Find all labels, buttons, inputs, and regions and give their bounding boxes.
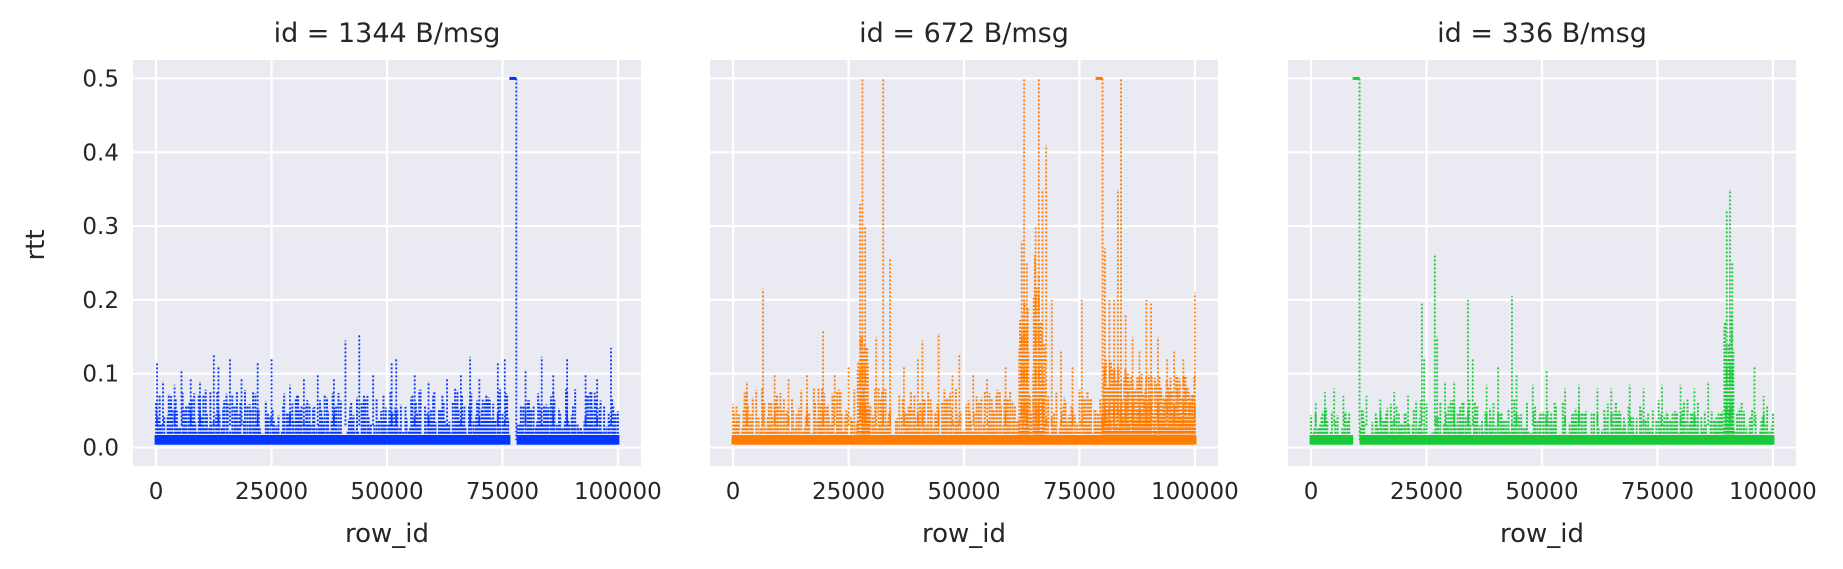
x-tick-label: 0 bbox=[149, 479, 164, 505]
panel-1: id = 1344 B/msg 0 25000 50000 75000 100000 0.0… bbox=[82, 18, 661, 549]
series-baseline bbox=[155, 388, 619, 445]
y-tick-label: 0.2 bbox=[82, 288, 119, 314]
series-base-fill bbox=[1309, 435, 1775, 445]
x-tick-label: 100000 bbox=[1151, 479, 1239, 505]
x-tick-label: 100000 bbox=[574, 479, 662, 505]
series bbox=[731, 76, 1197, 445]
x-tick-label: 0 bbox=[1304, 479, 1319, 505]
x-tick-label: 75000 bbox=[466, 479, 539, 505]
x-tick-label: 25000 bbox=[812, 479, 885, 505]
y-tick-label: 0.3 bbox=[82, 214, 119, 240]
panel-title: id = 1344 B/msg bbox=[274, 18, 501, 49]
x-tick-label: 25000 bbox=[1390, 479, 1463, 505]
x-tick-label: 0 bbox=[726, 479, 741, 505]
x-axis-label: row_id bbox=[1500, 519, 1584, 549]
panel-title: id = 672 B/msg bbox=[859, 18, 1069, 49]
x-tick-label: 75000 bbox=[1043, 479, 1116, 505]
panel-3: id = 336 B/msg 0 25000 50000 75000 100000 row_… bbox=[1288, 18, 1817, 549]
panel-2: id = 672 B/msg 0 25000 50000 75000 100000 row_… bbox=[710, 18, 1239, 549]
y-tick-label: 0.0 bbox=[82, 436, 119, 462]
x-axis-label: row_id bbox=[922, 519, 1006, 549]
y-axis-label: rtt bbox=[21, 229, 51, 260]
x-tick-label: 75000 bbox=[1621, 479, 1694, 505]
x-axis-label: row_id bbox=[345, 519, 429, 549]
x-tick-label: 50000 bbox=[1505, 479, 1578, 505]
panel-title: id = 336 B/msg bbox=[1437, 18, 1647, 49]
y-tick-label: 0.5 bbox=[82, 66, 119, 92]
x-tick-label: 25000 bbox=[235, 479, 308, 505]
y-tick-label: 0.1 bbox=[82, 362, 119, 388]
series-base-fill bbox=[154, 435, 620, 445]
y-tick-label: 0.4 bbox=[82, 140, 119, 166]
x-tick-label: 50000 bbox=[927, 479, 1000, 505]
x-tick-label: 100000 bbox=[1729, 479, 1817, 505]
series bbox=[1309, 76, 1775, 445]
series-base-fill bbox=[731, 435, 1197, 445]
x-tick-label: 50000 bbox=[350, 479, 423, 505]
series bbox=[154, 76, 620, 445]
